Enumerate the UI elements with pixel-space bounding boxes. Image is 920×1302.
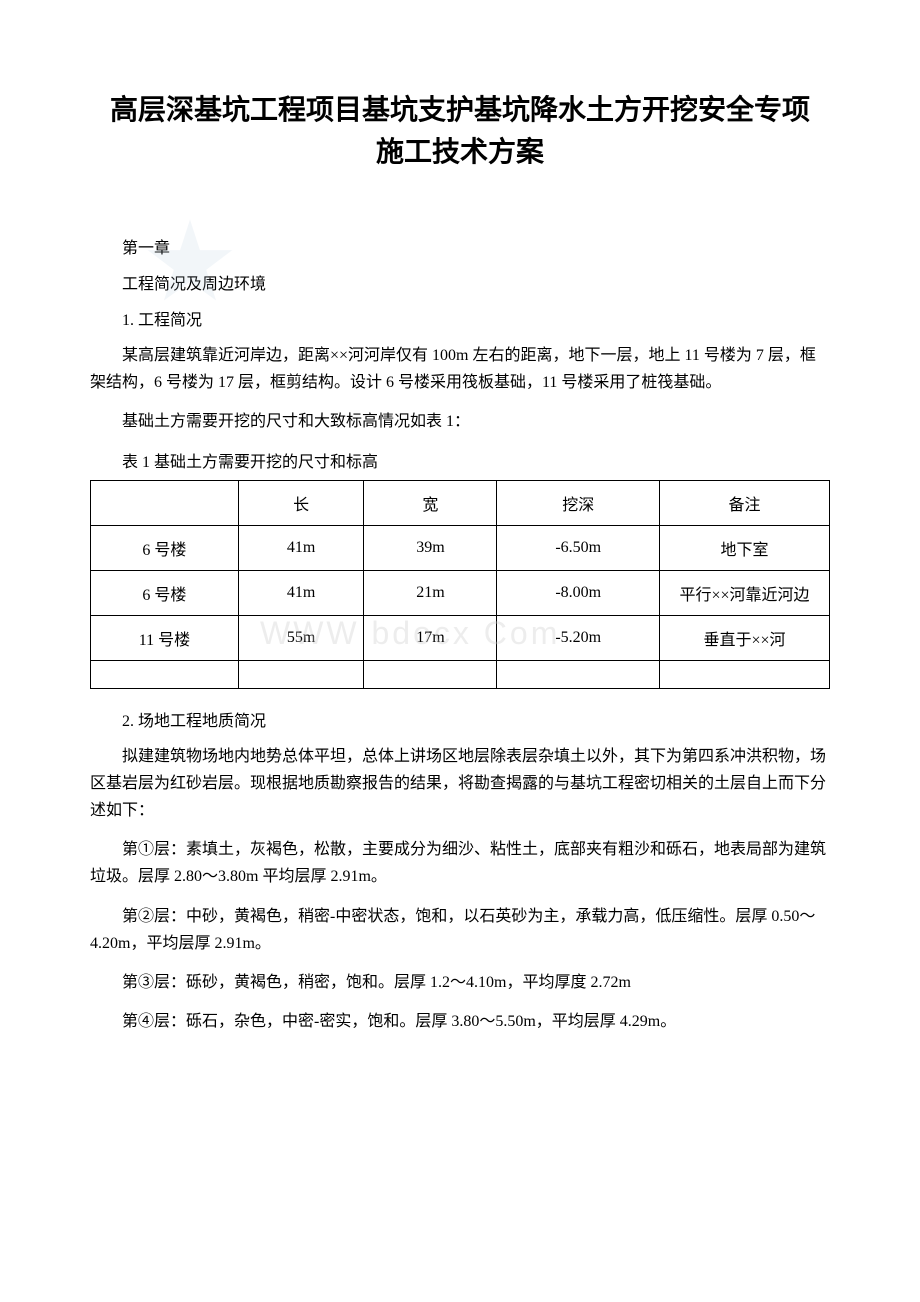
table-header-cell: 挖深 xyxy=(497,480,660,525)
table-cell: 39m xyxy=(364,525,497,570)
table-row: 6 号楼 41m 21m -8.00m 平行××河靠近河边 xyxy=(91,570,830,615)
title-line-2: 施工技术方案 xyxy=(376,137,544,168)
chapter-subtitle: 工程简况及周边环境 xyxy=(90,270,830,294)
table-cell xyxy=(497,660,660,688)
table-header-cell: 宽 xyxy=(364,480,497,525)
table-header-row: 长 宽 挖深 备注 xyxy=(91,480,830,525)
table-cell: -6.50m xyxy=(497,525,660,570)
table-cell: 平行××河靠近河边 xyxy=(660,570,830,615)
table-cell xyxy=(91,660,239,688)
section-1-heading: 1. 工程简况 xyxy=(90,306,830,330)
table-cell: 11 号楼 xyxy=(91,615,239,660)
table-row: 11 号楼 55m 17m -5.20m 垂直于××河 xyxy=(91,615,830,660)
table-cell: 垂直于××河 xyxy=(660,615,830,660)
table-cell: -8.00m xyxy=(497,570,660,615)
section-2-para-5: 第④层：砾石，杂色，中密-密实，饱和。层厚 3.80～5.50m，平均层厚 4.… xyxy=(90,1008,830,1035)
section-2-para-3: 第②层：中砂，黄褐色，稍密-中密状态，饱和，以石英砂为主，承载力高，低压缩性。层… xyxy=(90,903,830,957)
table-cell xyxy=(238,660,364,688)
table-header-cell: 长 xyxy=(238,480,364,525)
section-1-para-2: 基础土方需要开挖的尺寸和大致标高情况如表 1： xyxy=(90,408,830,435)
table-cell xyxy=(364,660,497,688)
section-2-para-1: 拟建建筑物场地内地势总体平坦，总体上讲场区地层除表层杂填土以外，其下为第四系冲洪… xyxy=(90,743,830,825)
chapter-label: 第一章 xyxy=(90,234,830,258)
table-1: 长 宽 挖深 备注 6 号楼 41m 39m -6.50m 地下室 6 号楼 4… xyxy=(90,480,830,689)
table-cell: -5.20m xyxy=(497,615,660,660)
table-cell: 41m xyxy=(238,570,364,615)
table-header-cell xyxy=(91,480,239,525)
table-row xyxy=(91,660,830,688)
section-2-heading: 2. 场地工程地质简况 xyxy=(90,707,830,731)
section-2-para-2: 第①层：素填土，灰褐色，松散，主要成分为细沙、粘性土，底部夹有粗沙和砾石，地表局… xyxy=(90,836,830,890)
table-cell: 地下室 xyxy=(660,525,830,570)
table-cell xyxy=(660,660,830,688)
table-cell: 6 号楼 xyxy=(91,525,239,570)
section-1-para-1: 某高层建筑靠近河岸边，距离××河河岸仅有 100m 左右的距离，地下一层，地上 … xyxy=(90,342,830,396)
table-row: 6 号楼 41m 39m -6.50m 地下室 xyxy=(91,525,830,570)
title-line-1: 高层深基坑工程项目基坑支护基坑降水土方开挖安全专项 xyxy=(110,95,810,126)
table-cell: 17m xyxy=(364,615,497,660)
table-cell: 6 号楼 xyxy=(91,570,239,615)
table-1-caption: 表 1 基础土方需要开挖的尺寸和标高 xyxy=(90,448,830,472)
table-cell: 21m xyxy=(364,570,497,615)
table-cell: 41m xyxy=(238,525,364,570)
table-cell: 55m xyxy=(238,615,364,660)
section-2-para-4: 第③层：砾砂，黄褐色，稍密，饱和。层厚 1.2～4.10m，平均厚度 2.72m xyxy=(90,969,830,996)
table-header-cell: 备注 xyxy=(660,480,830,525)
document-title: 高层深基坑工程项目基坑支护基坑降水土方开挖安全专项 施工技术方案 xyxy=(90,90,830,174)
